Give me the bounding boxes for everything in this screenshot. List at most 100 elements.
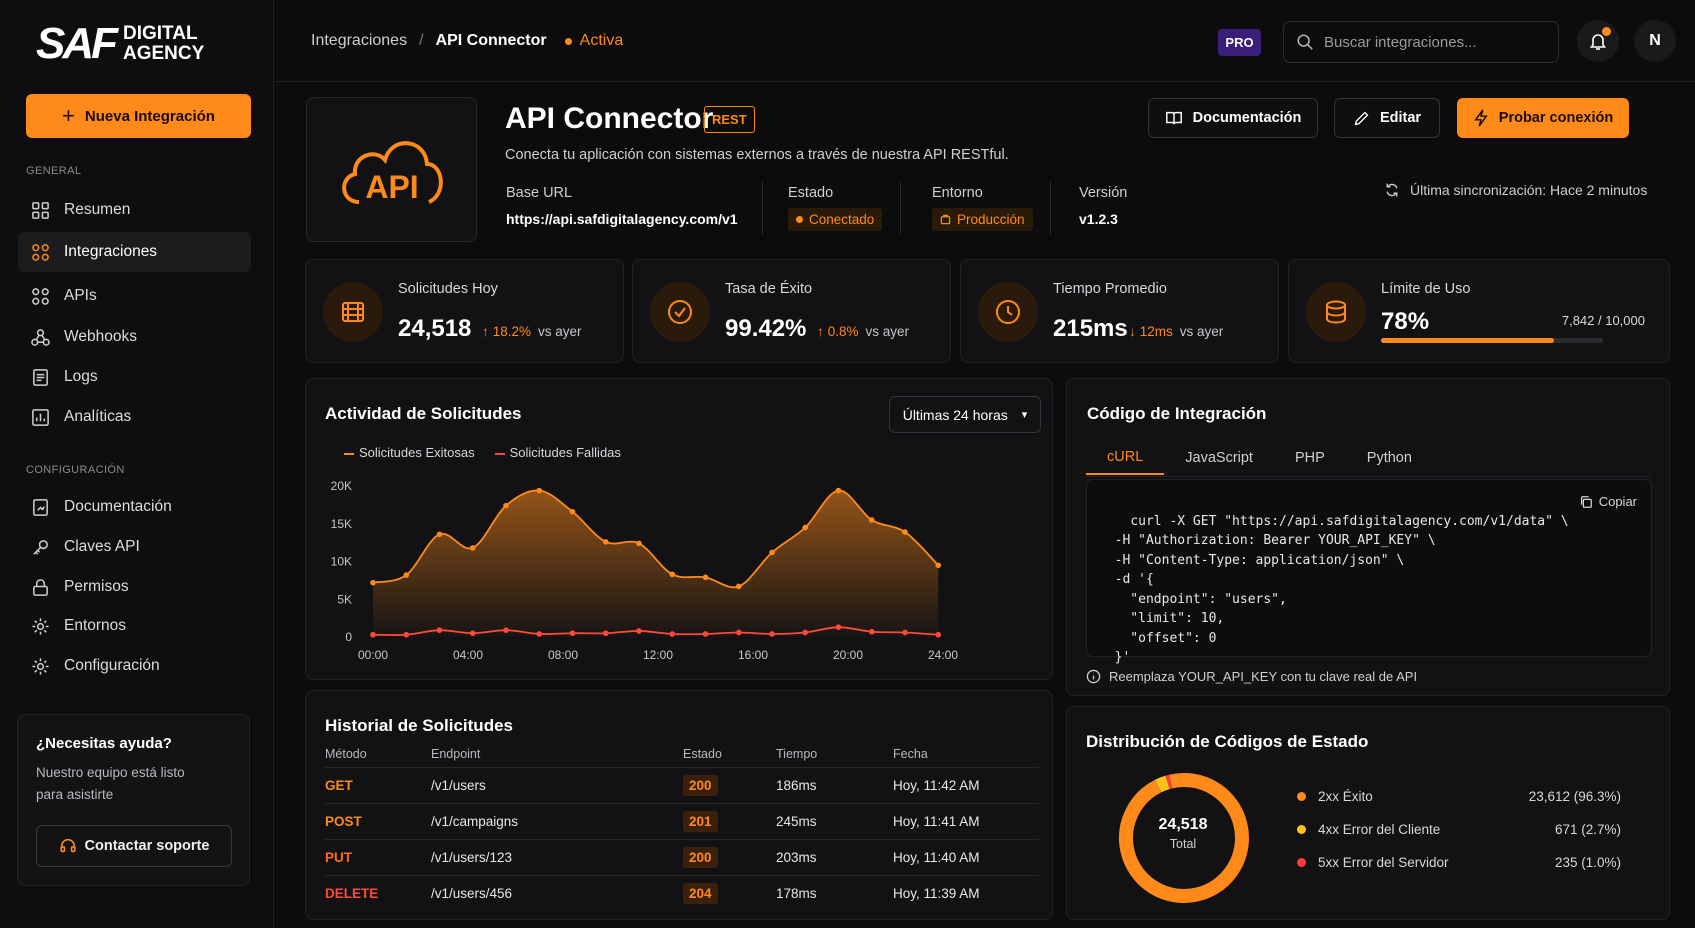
refresh-icon[interactable] (1384, 182, 1400, 198)
meta-version: Versión v1.2.3 (1079, 185, 1127, 227)
column-header[interactable]: Endpoint (431, 746, 481, 761)
edit-button[interactable]: Editar (1334, 98, 1440, 138)
success-point[interactable] (602, 539, 609, 545)
failed-point[interactable] (536, 631, 543, 637)
column-header[interactable]: Método (325, 746, 367, 761)
column-header[interactable]: Estado (683, 746, 722, 761)
sidebar-item-label: APIs (64, 287, 97, 304)
success-point[interactable] (935, 562, 942, 569)
code-block[interactable]: curl -X GET "https://api.safdigitalagenc… (1086, 479, 1652, 665)
date-cell: Hoy, 11:40 AM (893, 838, 1039, 875)
column-header[interactable]: Tiempo (776, 746, 818, 761)
success-point[interactable] (835, 487, 842, 494)
table-row[interactable]: DELETE /v1/users/456 204 178ms Hoy, 11:3… (325, 874, 1039, 911)
sidebar-item-integraciones[interactable]: Integraciones (18, 232, 251, 272)
sidebar-item-configuracion[interactable]: Configuración (18, 646, 251, 686)
success-point[interactable] (802, 524, 809, 531)
failed-point[interactable] (403, 631, 410, 638)
failed-point[interactable] (868, 628, 875, 635)
test-connection-button[interactable]: Probar conexión (1457, 98, 1629, 138)
tab-javascript[interactable]: JavaScript (1185, 450, 1253, 466)
sidebar-item-apis[interactable]: APIs (18, 276, 251, 316)
failed-point[interactable] (602, 630, 609, 637)
sidebar-item-permisos[interactable]: Permisos (18, 567, 251, 607)
success-point[interactable] (769, 549, 775, 556)
sidebar-item-claves-api[interactable]: Claves API (18, 527, 251, 567)
failed-point[interactable] (802, 629, 809, 636)
contact-support-button[interactable]: Contactar soporte (36, 825, 232, 867)
code-panel: Código de Integración cURL JavaScript PH… (1066, 378, 1670, 696)
code-snippet: curl -X GET "https://api.safdigitalagenc… (1114, 513, 1569, 666)
search-input[interactable]: Buscar integraciones... (1283, 21, 1559, 63)
donut-slice-0[interactable] (1114, 768, 1254, 908)
success-point[interactable] (503, 502, 509, 509)
endpoint-cell: /v1/users/123 (431, 838, 683, 875)
time-range-select[interactable]: Últimas 24 horas ▾ (889, 396, 1041, 433)
failed-point[interactable] (669, 631, 676, 637)
stat-card-success-rate: Tasa de Éxito 99.42% ↑ 0.8% vs ayer (632, 259, 951, 363)
success-point[interactable] (536, 487, 543, 494)
failed-point[interactable] (835, 624, 842, 630)
failed-point[interactable] (769, 631, 775, 637)
tab-python[interactable]: Python (1366, 450, 1412, 466)
documentation-button[interactable]: Documentación (1148, 98, 1318, 138)
failed-point[interactable] (935, 631, 942, 638)
sidebar-item-webhooks[interactable]: Webhooks (18, 317, 251, 357)
failed-point[interactable] (469, 630, 476, 637)
success-point[interactable] (735, 583, 742, 590)
failed-point[interactable] (503, 627, 509, 634)
success-point[interactable] (403, 572, 410, 578)
failed-point[interactable] (370, 631, 376, 638)
sidebar-item-analiticas[interactable]: Analíticas (18, 397, 251, 437)
success-point[interactable] (436, 531, 443, 538)
stat-label: Tiempo Promedio (1053, 281, 1167, 297)
test-connection-label: Probar conexión (1498, 110, 1614, 126)
table-row[interactable]: POST /v1/campaigns 201 245ms Hoy, 11:41 … (325, 802, 1039, 839)
estado-value: Conectado (809, 212, 875, 227)
arrow-up-icon: ↑ (482, 324, 489, 339)
success-point[interactable] (868, 517, 875, 523)
new-integration-button[interactable]: + Nueva Integración (26, 94, 251, 138)
success-point[interactable] (370, 579, 376, 586)
success-point[interactable] (636, 540, 642, 547)
failed-point[interactable] (735, 629, 742, 636)
success-point[interactable] (669, 571, 676, 578)
tab-curl[interactable]: cURL (1086, 441, 1165, 475)
meta-divider (1050, 182, 1051, 234)
copy-button[interactable]: Copiar (1579, 492, 1637, 512)
failed-point[interactable] (702, 631, 709, 637)
sidebar-item-label: Entornos (64, 617, 127, 634)
success-point[interactable] (469, 545, 476, 551)
success-point[interactable] (569, 508, 576, 515)
status-label: Activa (579, 32, 624, 49)
distribution-title: Distribución de Códigos de Estado (1086, 732, 1369, 751)
delta-suffix: vs ayer (538, 324, 582, 339)
success-point[interactable] (902, 529, 908, 535)
page-description: Conecta tu aplicación con sistemas exter… (505, 147, 1009, 163)
tab-php[interactable]: PHP (1294, 450, 1325, 466)
status-code-badge: 201 (683, 810, 718, 832)
base-url-value[interactable]: https://api.safdigitalagency.com/v1 (506, 211, 738, 227)
sidebar-item-logs[interactable]: Logs (18, 357, 251, 397)
failed-point[interactable] (436, 627, 443, 634)
failed-point[interactable] (636, 628, 642, 634)
rest-badge: REST (704, 106, 755, 133)
y-tick-label: 0 (345, 630, 352, 644)
lock-icon (33, 578, 48, 596)
sidebar-item-documentacion[interactable]: Documentación (18, 487, 251, 527)
section-config-heading: CONFIGURACIÓN (26, 464, 125, 476)
sidebar-item-entornos[interactable]: Entornos (18, 606, 251, 646)
sidebar-item-resumen[interactable]: Resumen (18, 190, 251, 230)
notifications-button[interactable] (1577, 20, 1619, 62)
column-header[interactable]: Fecha (893, 746, 928, 761)
table-row[interactable]: PUT /v1/users/123 200 203ms Hoy, 11:40 A… (325, 838, 1039, 875)
failed-point[interactable] (569, 630, 576, 637)
avatar[interactable]: N (1634, 20, 1676, 62)
breadcrumb-integraciones[interactable]: Integraciones (311, 32, 408, 49)
failed-point[interactable] (902, 629, 908, 636)
table-row[interactable]: GET /v1/users 200 186ms Hoy, 11:42 AM (325, 766, 1039, 803)
success-point[interactable] (702, 574, 709, 581)
brand-logo[interactable]: SAF DIGITAL AGENCY (36, 22, 204, 66)
dot-4xx-icon (1297, 825, 1306, 834)
donut-total-label: Total (1169, 837, 1197, 851)
